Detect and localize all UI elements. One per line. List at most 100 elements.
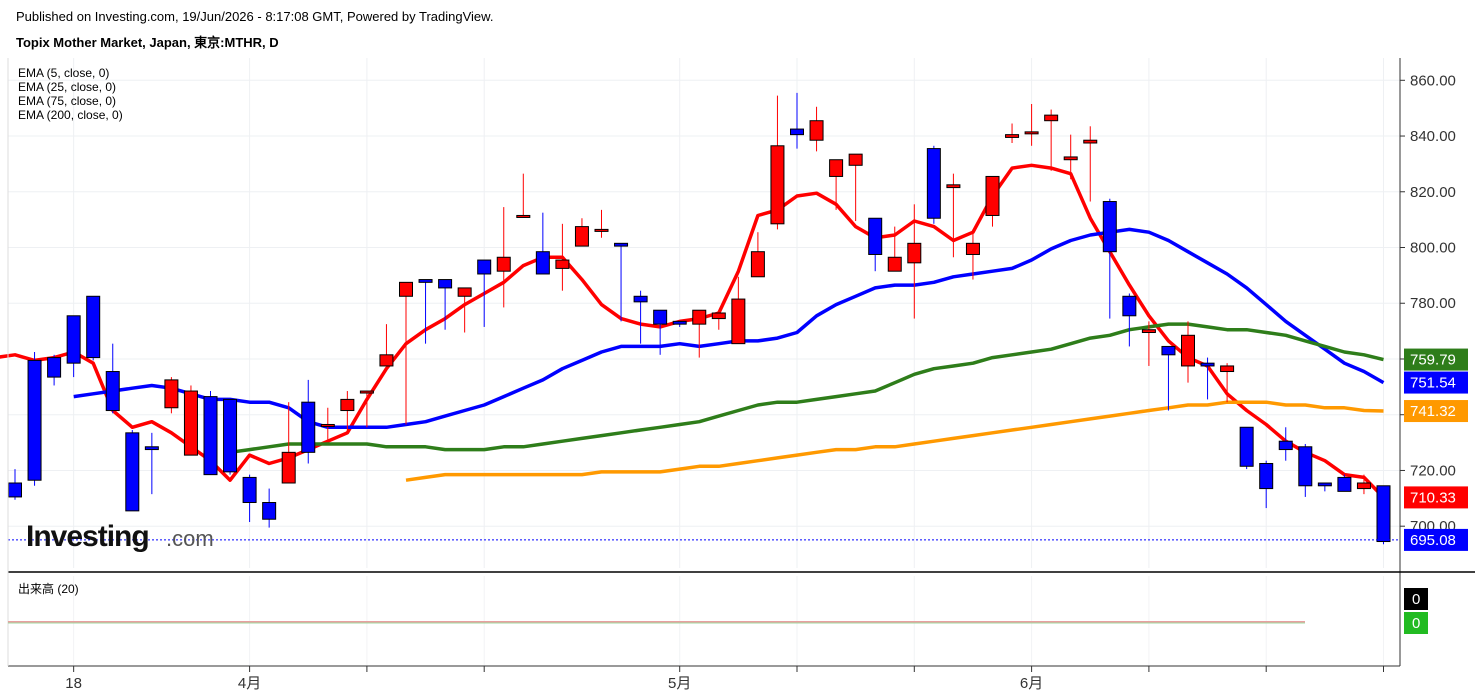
candle-body[interactable] [887,256,902,272]
candle-body[interactable] [1239,426,1254,467]
candle-body[interactable] [1278,440,1293,451]
candle-body[interactable] [1220,365,1235,373]
ema-legend-label: EMA (75, close, 0) [18,94,116,108]
candle-body[interactable] [105,371,120,412]
candle-body[interactable] [477,259,492,275]
y-tick-label: 860.00 [1410,72,1456,89]
candle-body[interactable] [1044,114,1059,122]
candle-body[interactable] [86,295,101,359]
volume-tag-label: 0 [1412,591,1420,608]
candle-body[interactable] [340,398,355,412]
candle-body[interactable] [1259,462,1274,490]
price-tag-label: 695.08 [1410,532,1456,549]
candle-body[interactable] [829,159,844,177]
candle-body[interactable] [1337,476,1352,492]
candle-body[interactable] [574,226,589,247]
x-tick-label: 4月 [238,675,261,692]
ema-legend-label: EMA (200, close, 0) [18,108,123,122]
candle-body[interactable] [1083,139,1098,144]
candle-body[interactable] [770,145,785,225]
candle-body[interactable] [1102,201,1117,253]
candle-body[interactable] [672,320,687,325]
candle-body[interactable] [1122,295,1137,317]
candle-body[interactable] [1024,131,1039,135]
candle-body[interactable] [223,398,238,473]
candle-body[interactable] [457,287,472,297]
candle-body[interactable] [1161,345,1176,356]
volume-tag [1404,612,1428,634]
x-tick-label: 18 [65,675,82,692]
candle-body[interactable] [653,309,668,325]
candle-body[interactable] [535,251,550,275]
candle-body[interactable] [711,312,726,320]
candle-body[interactable] [320,423,335,427]
candle-body[interactable] [8,482,22,498]
candle-body[interactable] [438,279,453,289]
investing-logo: Investing [26,520,149,553]
candle-body[interactable] [262,502,277,520]
candle-body[interactable] [731,298,746,345]
candle-body[interactable] [848,153,863,166]
candle-body[interactable] [809,120,824,141]
candle-body[interactable] [1200,362,1215,367]
candle-body[interactable] [750,251,765,278]
price-tag [1404,528,1468,551]
candle-body[interactable] [926,148,941,219]
candle-body[interactable] [496,256,511,272]
candle-body[interactable] [868,217,883,255]
candle-body[interactable] [594,228,609,232]
candle-body[interactable] [985,175,1000,216]
volume-label: 出来高 (20) [18,581,79,596]
candle-body[interactable] [399,281,413,297]
candle-body[interactable] [907,242,922,264]
price-tag-label: 741.32 [1410,403,1456,420]
ema-line-1 [73,227,1385,430]
candle-body[interactable] [1005,134,1020,138]
price-tag [1404,371,1468,394]
candle-body[interactable] [164,379,179,409]
price-tag-label: 751.54 [1410,375,1456,392]
candle-body[interactable] [281,451,296,484]
candle-body[interactable] [359,390,374,394]
candle-body[interactable] [379,354,394,367]
y-tick-label: 840.00 [1410,128,1456,145]
published-note: Published on Investing.com, 19/Jun/2026 … [16,9,494,24]
candle-body[interactable] [27,359,42,481]
candle-body[interactable] [1181,334,1195,367]
candle-body[interactable] [1141,329,1156,334]
candle-body[interactable] [47,357,62,378]
candle-body[interactable] [144,446,159,451]
candle-body[interactable] [692,309,707,325]
price-tag [1404,348,1468,371]
candle-body[interactable] [790,128,804,136]
price-tag-label: 759.79 [1410,352,1456,369]
candle-body[interactable] [633,295,648,303]
candle-body[interactable] [1376,485,1391,543]
candle-body[interactable] [242,476,257,504]
candle-body[interactable] [614,242,629,247]
price-tag [1404,400,1468,423]
price-tag-label: 710.33 [1410,489,1456,506]
y-tick-label: 720.00 [1410,462,1456,479]
ema-line-2 [229,322,1384,455]
candle-body[interactable] [1356,482,1371,490]
volume-tag-label: 0 [1412,615,1420,632]
candle-body[interactable] [516,214,531,218]
ema-legend-label: EMA (5, close, 0) [18,66,109,80]
candle-body[interactable] [555,259,570,269]
candle-body[interactable] [1063,156,1078,161]
candle-body[interactable] [1317,482,1332,487]
candle-body[interactable] [301,401,316,453]
candle-body[interactable] [183,390,198,456]
candle-body[interactable] [965,242,980,255]
candle-body[interactable] [203,396,218,476]
candle-body[interactable] [946,184,961,189]
candle-body[interactable] [418,279,433,283]
symbol-title: Topix Mother Market, Japan, 東京:MTHR, D [16,35,279,50]
candle-body[interactable] [66,315,81,364]
candle-body[interactable] [125,432,140,512]
candle-body[interactable] [1298,446,1313,487]
x-tick-label: 6月 [1020,675,1043,692]
